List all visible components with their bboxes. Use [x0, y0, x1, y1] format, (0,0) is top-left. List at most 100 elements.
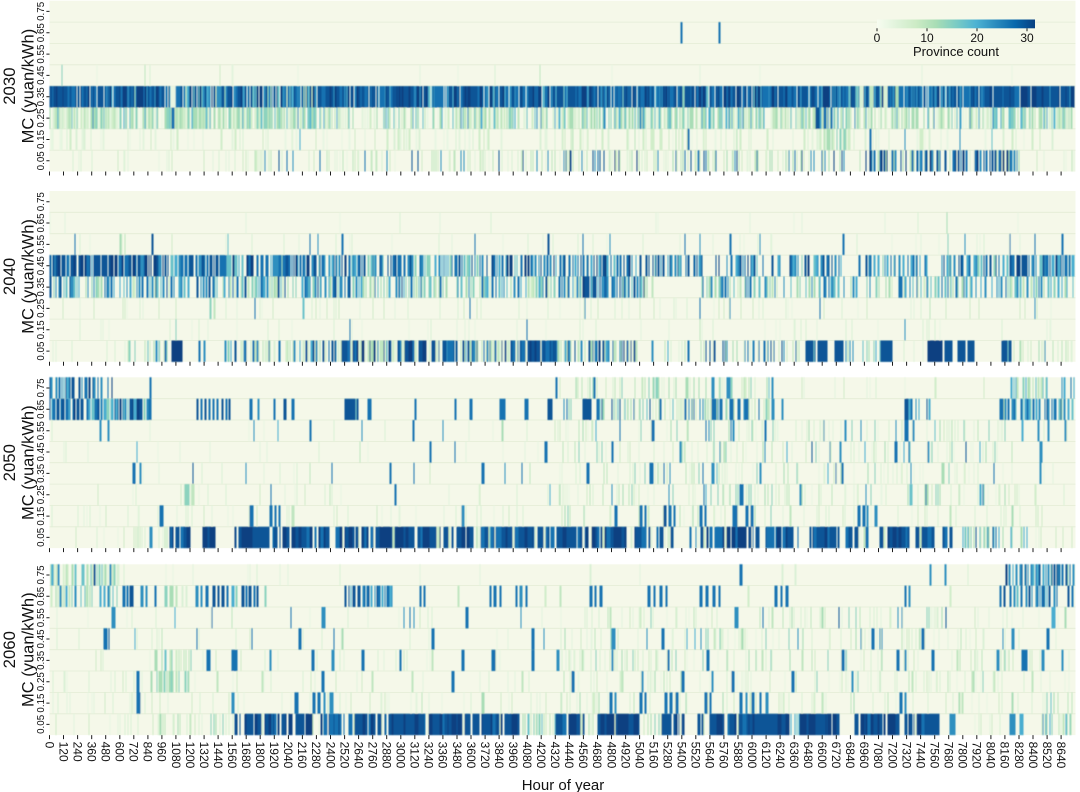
svg-text:720: 720: [127, 742, 141, 762]
svg-text:1920: 1920: [267, 742, 281, 769]
svg-text:1800: 1800: [253, 742, 267, 769]
svg-text:6600: 6600: [815, 742, 829, 769]
svg-text:0.55: 0.55: [36, 421, 47, 441]
svg-text:5760: 5760: [717, 742, 731, 769]
svg-text:0.15: 0.15: [36, 320, 47, 340]
svg-text:4080: 4080: [520, 742, 534, 769]
svg-text:MC (yuan/kWh): MC (yuan/kWh): [20, 592, 38, 707]
svg-text:3600: 3600: [464, 742, 478, 769]
svg-text:MC (yuan/kWh): MC (yuan/kWh): [20, 405, 38, 520]
svg-text:4200: 4200: [534, 742, 548, 769]
svg-text:2520: 2520: [337, 742, 351, 769]
svg-text:5040: 5040: [632, 742, 646, 769]
svg-text:0.75: 0.75: [36, 378, 47, 398]
svg-text:2060: 2060: [0, 631, 19, 668]
svg-text:7320: 7320: [899, 742, 913, 769]
svg-text:Province count: Province count: [913, 44, 999, 59]
svg-text:6720: 6720: [829, 742, 843, 769]
svg-text:0.65: 0.65: [36, 213, 47, 233]
svg-text:0.05: 0.05: [36, 341, 47, 361]
svg-text:5520: 5520: [689, 742, 703, 769]
svg-text:0.65: 0.65: [36, 23, 47, 43]
svg-text:0.15: 0.15: [36, 506, 47, 526]
svg-text:0: 0: [874, 31, 881, 45]
svg-text:10: 10: [920, 31, 934, 45]
svg-text:MC (yuan/kWh): MC (yuan/kWh): [20, 219, 38, 334]
svg-text:2880: 2880: [380, 742, 394, 769]
svg-text:1320: 1320: [197, 742, 211, 769]
svg-text:2640: 2640: [351, 742, 365, 769]
svg-text:0.25: 0.25: [36, 298, 47, 318]
svg-text:1680: 1680: [239, 742, 253, 769]
svg-text:Hour of year: Hour of year: [522, 777, 605, 792]
svg-text:6480: 6480: [801, 742, 815, 769]
svg-text:30: 30: [1020, 31, 1034, 45]
svg-text:0.55: 0.55: [36, 234, 47, 254]
svg-text:0.35: 0.35: [36, 87, 47, 107]
svg-text:0: 0: [42, 742, 56, 749]
svg-text:0.45: 0.45: [36, 256, 47, 276]
svg-text:0.25: 0.25: [36, 108, 47, 128]
svg-text:960: 960: [155, 742, 169, 762]
svg-text:2400: 2400: [323, 742, 337, 769]
svg-text:6960: 6960: [857, 742, 871, 769]
svg-text:0.35: 0.35: [36, 650, 47, 670]
svg-text:600: 600: [113, 742, 127, 762]
svg-text:2040: 2040: [281, 742, 295, 769]
svg-text:7680: 7680: [942, 742, 956, 769]
svg-text:0.45: 0.45: [36, 65, 47, 85]
svg-text:0.15: 0.15: [36, 129, 47, 149]
svg-text:4320: 4320: [548, 742, 562, 769]
svg-text:3240: 3240: [422, 742, 436, 769]
svg-text:4920: 4920: [618, 742, 632, 769]
svg-text:MC (yuan/kWh): MC (yuan/kWh): [20, 29, 38, 144]
svg-text:0.05: 0.05: [36, 151, 47, 171]
svg-text:0.45: 0.45: [36, 629, 47, 649]
svg-text:8040: 8040: [984, 742, 998, 769]
svg-text:4440: 4440: [562, 742, 576, 769]
svg-text:2040: 2040: [0, 258, 19, 295]
svg-text:0.35: 0.35: [36, 463, 47, 483]
svg-text:5640: 5640: [703, 742, 717, 769]
svg-text:3360: 3360: [436, 742, 450, 769]
svg-text:7800: 7800: [956, 742, 970, 769]
svg-text:6360: 6360: [787, 742, 801, 769]
svg-text:0.05: 0.05: [36, 527, 47, 547]
svg-text:0.55: 0.55: [36, 44, 47, 64]
svg-text:2030: 2030: [0, 67, 19, 104]
svg-text:7440: 7440: [913, 742, 927, 769]
svg-text:8280: 8280: [1012, 742, 1026, 769]
svg-text:6240: 6240: [773, 742, 787, 769]
svg-text:1560: 1560: [225, 742, 239, 769]
svg-text:360: 360: [85, 742, 99, 762]
svg-text:1080: 1080: [169, 742, 183, 769]
svg-text:0.45: 0.45: [36, 442, 47, 462]
svg-text:20: 20: [970, 31, 984, 45]
svg-text:3000: 3000: [394, 742, 408, 769]
svg-text:5400: 5400: [675, 742, 689, 769]
svg-text:840: 840: [141, 742, 155, 762]
svg-text:8640: 8640: [1054, 742, 1068, 769]
svg-text:3840: 3840: [492, 742, 506, 769]
svg-text:0.75: 0.75: [36, 192, 47, 212]
svg-text:7920: 7920: [970, 742, 984, 769]
svg-text:6840: 6840: [843, 742, 857, 769]
svg-text:0.75: 0.75: [36, 565, 47, 585]
svg-text:0.55: 0.55: [36, 608, 47, 628]
svg-text:0.35: 0.35: [36, 277, 47, 297]
svg-text:6120: 6120: [759, 742, 773, 769]
svg-text:120: 120: [56, 742, 70, 762]
svg-text:2280: 2280: [309, 742, 323, 769]
svg-text:5880: 5880: [731, 742, 745, 769]
svg-text:240: 240: [70, 742, 84, 762]
svg-text:6000: 6000: [745, 742, 759, 769]
svg-text:5280: 5280: [661, 742, 675, 769]
svg-text:0.65: 0.65: [36, 399, 47, 419]
svg-text:8520: 8520: [1040, 742, 1054, 769]
svg-text:7200: 7200: [885, 742, 899, 769]
svg-text:4680: 4680: [590, 742, 604, 769]
svg-text:3720: 3720: [478, 742, 492, 769]
svg-text:0.15: 0.15: [36, 693, 47, 713]
svg-text:0.25: 0.25: [36, 672, 47, 692]
svg-text:0.75: 0.75: [36, 1, 47, 21]
